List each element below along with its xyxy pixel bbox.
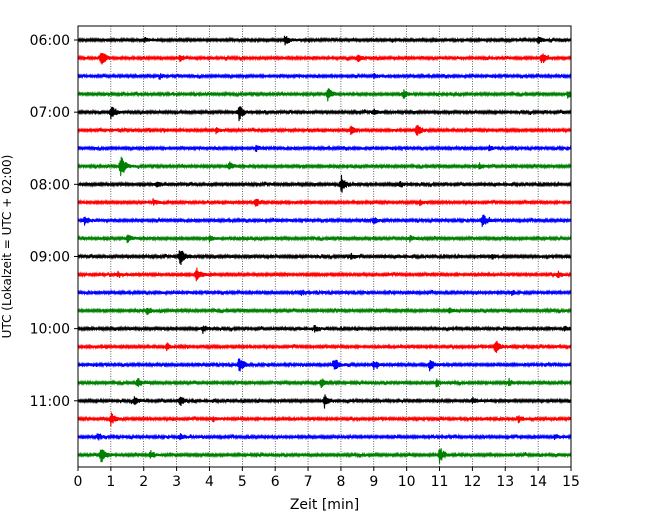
seismogram-trace	[77, 250, 572, 265]
x-tick-label: 5	[238, 474, 247, 490]
seismogram-trace	[77, 35, 572, 46]
x-tick-label: 12	[463, 474, 481, 490]
seismogram-trace	[77, 412, 572, 427]
y-tick-label: 07:00	[30, 105, 70, 121]
seismogram-trace	[77, 125, 572, 136]
seismogram-trace	[77, 144, 572, 152]
seismogram-trace	[77, 267, 572, 282]
seismogram-trace	[77, 214, 572, 227]
x-tick-label: 6	[271, 474, 280, 490]
seismogram-trace	[77, 433, 572, 441]
plot-frame	[77, 25, 572, 468]
seismogram-trace	[77, 324, 572, 334]
x-tick-label: 3	[172, 474, 181, 490]
x-tick-label: 0	[74, 474, 83, 490]
seismogram-trace	[77, 378, 572, 388]
y-tick-label: 06:00	[30, 33, 70, 49]
seismogram-trace	[77, 175, 572, 193]
y-tick-label: 11:00	[30, 394, 70, 410]
seismogram-trace	[77, 88, 572, 102]
x-tick-label: 2	[139, 474, 148, 490]
y-axis: 06:00 07:00 08:00 09:00 10:00 11:00	[30, 33, 78, 410]
seismogram-trace	[77, 307, 572, 316]
x-tick-label: 13	[496, 474, 514, 490]
x-axis: 0 1 2 3 4 5 6 7 8 9 10 11 12 13 14 15	[74, 467, 580, 490]
x-tick-label: 10	[398, 474, 416, 490]
seismogram-traces	[77, 35, 572, 464]
seismogram-trace	[77, 198, 572, 207]
seismogram-trace	[77, 448, 572, 464]
x-tick-label: 4	[205, 474, 214, 490]
seismogram-trace	[77, 288, 572, 297]
y-axis-label: UTC (Lokalzeit = UTC + 02:00)	[0, 155, 14, 339]
seismogram-trace	[77, 72, 572, 80]
seismogram-trace	[77, 358, 572, 372]
seismogram-trace	[77, 394, 572, 409]
seismogram-trace	[77, 156, 572, 177]
y-tick-label: 09:00	[30, 249, 70, 265]
y-tick-label: 10:00	[30, 322, 70, 338]
x-tick-label: 11	[431, 474, 449, 490]
x-tick-label: 15	[562, 474, 580, 490]
seismogram-trace	[77, 234, 572, 244]
x-tick-label: 8	[336, 474, 345, 490]
x-tick-label: 7	[304, 474, 313, 490]
seismogram-trace	[77, 106, 572, 122]
y-tick-label: 08:00	[30, 177, 70, 193]
x-tick-label: 9	[369, 474, 378, 490]
x-tick-label: 1	[106, 474, 115, 490]
vertical-grid	[110, 26, 539, 467]
x-axis-label: Zeit [min]	[290, 497, 359, 513]
seismogram-trace	[77, 340, 572, 353]
seismogram-trace	[77, 53, 572, 65]
x-tick-label: 14	[529, 474, 547, 490]
